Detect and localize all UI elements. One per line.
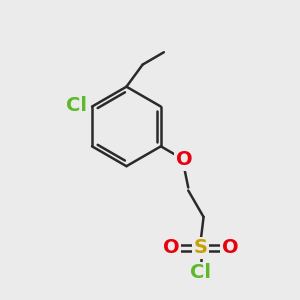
- Text: O: O: [163, 238, 179, 257]
- Text: Cl: Cl: [190, 263, 211, 282]
- Text: S: S: [194, 238, 208, 257]
- Text: Cl: Cl: [66, 96, 87, 115]
- Text: O: O: [176, 150, 192, 169]
- Text: O: O: [222, 238, 238, 257]
